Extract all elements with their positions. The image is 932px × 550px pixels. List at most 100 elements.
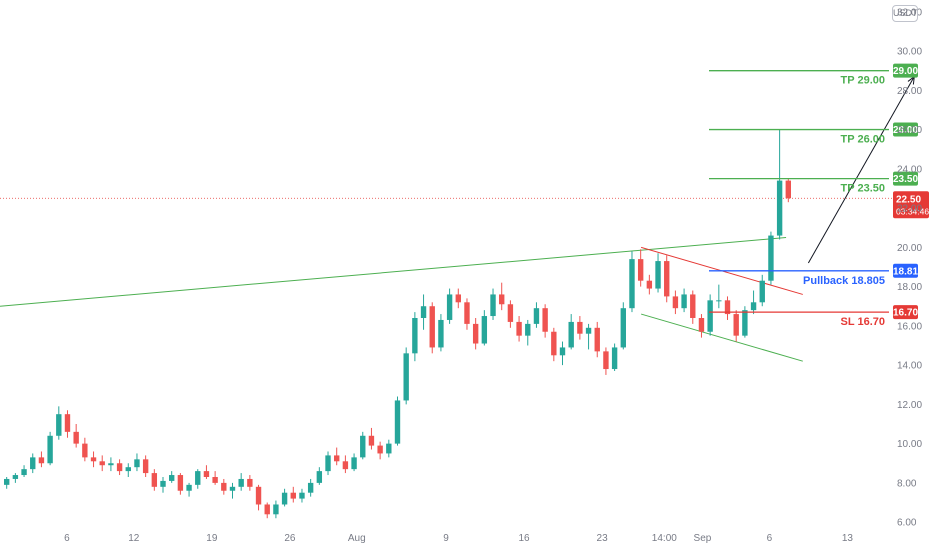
candle [56, 406, 62, 440]
candle-body [351, 457, 357, 470]
candle-body [542, 308, 548, 332]
candle-body [3, 478, 10, 485]
candle [733, 310, 739, 342]
candle-body [455, 294, 461, 303]
candle-body [47, 435, 53, 464]
candle [64, 410, 71, 438]
y-axis[interactable]: 6.00 8.00 10.00 12.00 14.00 16.00 18.00 20.00 22… [897, 7, 922, 528]
candle-body [90, 457, 97, 462]
candle [551, 327, 557, 362]
candle-body [698, 318, 705, 332]
candle [768, 231, 774, 285]
y-tick-label: 26.00 [897, 125, 922, 136]
level-tp: TP 23.50 23.50 [709, 171, 918, 195]
candle [160, 477, 166, 493]
candle-body [420, 306, 427, 318]
candle [334, 447, 340, 466]
candle [221, 478, 227, 495]
candle [264, 502, 270, 519]
candle [125, 463, 131, 477]
candle [186, 482, 192, 497]
candle-body [637, 259, 644, 281]
candle [499, 282, 505, 311]
candle-body [585, 327, 592, 334]
x-axis[interactable]: 6 12 19 26 Aug 9 16 23 14:00 Sep 6 13 [64, 533, 853, 544]
y-tick-label: 28.00 [897, 86, 922, 97]
candle [533, 302, 540, 328]
candle [629, 251, 635, 313]
price-badge [893, 122, 918, 137]
candle-body [229, 486, 236, 491]
candle-body [481, 316, 488, 344]
candle [351, 453, 357, 472]
candle-body [73, 431, 79, 444]
candle-body [12, 475, 19, 479]
candle-body [116, 463, 123, 472]
candle [108, 457, 114, 472]
candle-body [472, 323, 479, 344]
trendlines [0, 75, 915, 362]
candle [490, 288, 496, 320]
price-badge [893, 171, 918, 186]
candle [403, 347, 409, 405]
candle-body [464, 302, 470, 324]
candle-body [160, 480, 166, 487]
candle [690, 290, 696, 324]
candle-body [368, 435, 375, 446]
arrow-head [907, 75, 915, 85]
candle-body [759, 280, 765, 303]
candle [203, 465, 210, 479]
candle-body [664, 261, 670, 297]
y-tick-label: 20.00 [897, 243, 922, 254]
x-tick-label: 12 [128, 533, 140, 544]
candle [585, 323, 592, 350]
candle-body [264, 504, 270, 515]
candle-body [169, 475, 175, 481]
candle-body [568, 321, 574, 348]
y-tick-label: 30.00 [897, 47, 922, 58]
candle-body [238, 478, 244, 487]
price-badge-text: 18.81 [893, 266, 918, 277]
level-tp: TP 26.00 26.00 [709, 122, 918, 146]
candle-body [629, 259, 635, 309]
candle [177, 473, 184, 495]
candle [281, 488, 288, 507]
y-tick-label: 18.00 [897, 282, 922, 293]
candle [377, 441, 383, 460]
candle-body [38, 457, 45, 464]
level-label: Pullback 18.805 [803, 275, 885, 287]
candle-body [681, 294, 687, 309]
currency-badge[interactable]: USDT [892, 5, 918, 22]
candle [594, 321, 600, 358]
candle-body [490, 294, 496, 317]
candle-body [594, 327, 600, 352]
candle-body [394, 400, 401, 444]
candle [212, 471, 218, 485]
level-pullback: Pullback 18.805 18.81 [709, 263, 918, 287]
candle [3, 477, 10, 489]
y-tick-label: 16.00 [897, 321, 922, 332]
candle [759, 274, 765, 307]
candle [664, 255, 670, 303]
x-tick-label: 6 [64, 533, 70, 544]
candle [47, 431, 53, 466]
price-badge [893, 63, 918, 78]
candle-body [247, 478, 253, 487]
candle [151, 469, 158, 491]
candle-body [299, 492, 305, 499]
level-label: TP 23.50 [841, 183, 885, 195]
candle [420, 294, 427, 330]
candle [681, 288, 687, 313]
x-tick-label: 23 [597, 533, 609, 544]
level-tp: TP 29.00 29.00 [709, 63, 918, 87]
x-tick-label: 6 [767, 533, 773, 544]
candle-body [438, 319, 444, 348]
candle [229, 482, 236, 499]
candle [90, 451, 97, 468]
candle-body [30, 457, 36, 470]
candle [30, 453, 36, 474]
price-badge-text: 16.70 [893, 308, 918, 319]
candle-body [733, 314, 739, 336]
